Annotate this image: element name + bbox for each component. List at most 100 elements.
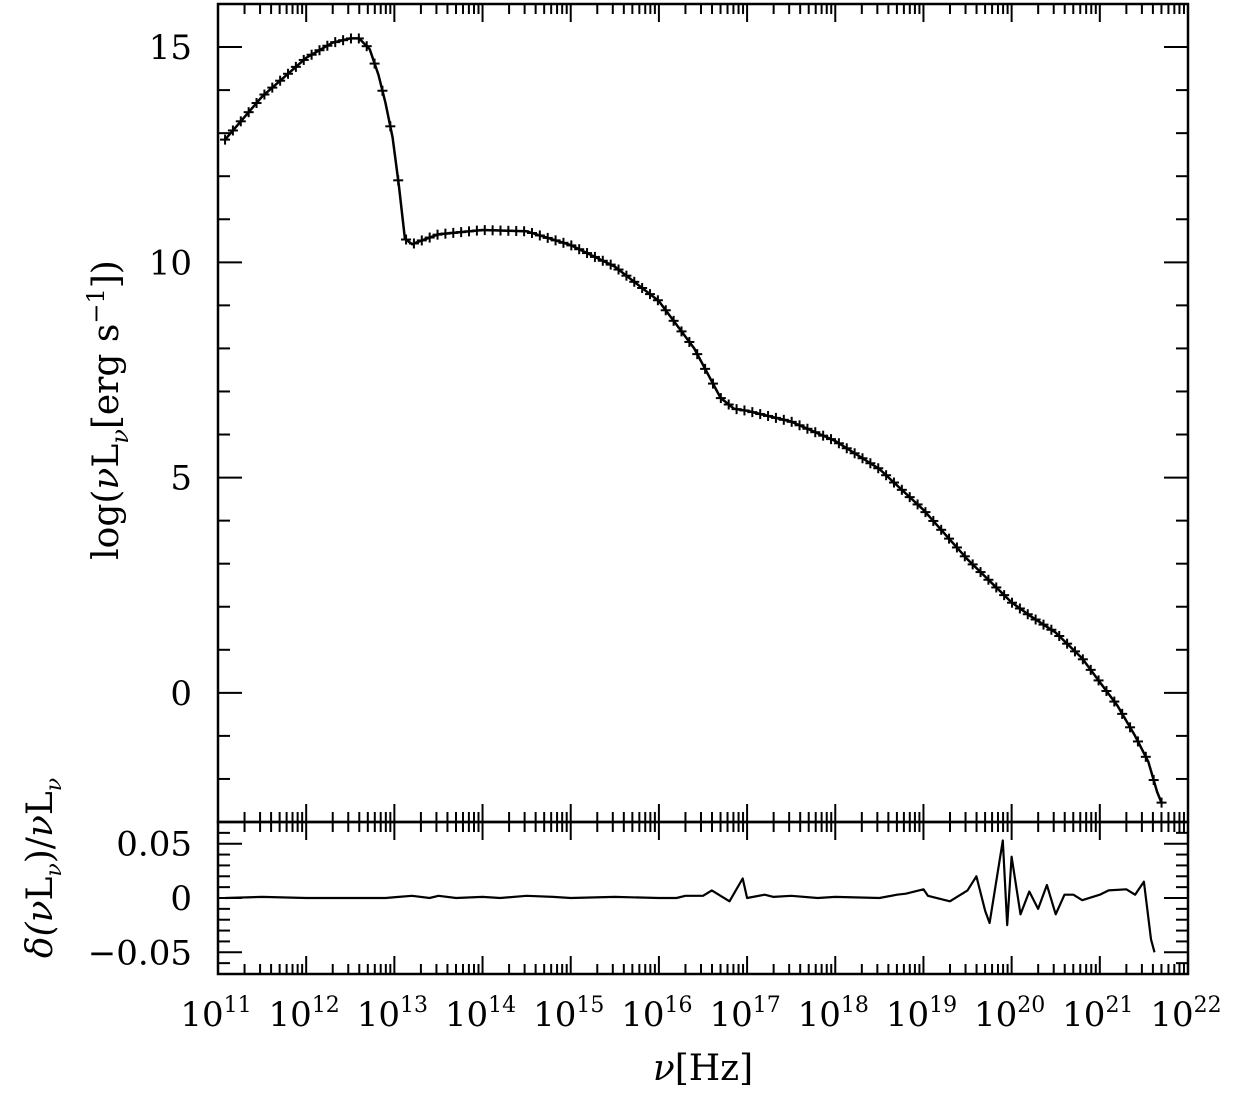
main-series-marker bbox=[526, 227, 537, 238]
main-ytick-label: 10 bbox=[149, 243, 192, 283]
main-series-marker bbox=[574, 244, 585, 255]
xtick-label: 1019 bbox=[886, 993, 957, 1035]
main-series-marker bbox=[1007, 597, 1018, 608]
main-series-marker bbox=[298, 54, 309, 65]
main-ytick-label: 5 bbox=[170, 459, 192, 499]
main-series-marker bbox=[534, 230, 545, 241]
main-series-marker bbox=[566, 240, 577, 251]
main-series-marker bbox=[810, 427, 821, 438]
main-series-marker bbox=[983, 574, 994, 585]
main-series-marker bbox=[424, 232, 435, 243]
main-series-marker bbox=[660, 305, 671, 316]
main-series-marker bbox=[377, 85, 388, 96]
main-series-marker bbox=[1062, 638, 1073, 649]
main-series-marker bbox=[275, 75, 286, 86]
main-series-marker bbox=[684, 336, 695, 347]
main-series-marker bbox=[1132, 736, 1143, 747]
main-series-marker bbox=[715, 393, 726, 404]
main-series-marker bbox=[1046, 624, 1057, 635]
main-series-marker bbox=[1109, 696, 1120, 707]
residual-ytick-label: −0.05 bbox=[88, 933, 192, 973]
main-ytick-label: 0 bbox=[170, 674, 192, 714]
residual-series-line bbox=[225, 839, 1156, 953]
main-series-marker bbox=[401, 234, 412, 245]
main-series-marker bbox=[322, 40, 333, 51]
main-series-marker bbox=[1022, 609, 1033, 620]
main-series-marker bbox=[1014, 603, 1025, 614]
main-series-marker bbox=[243, 107, 254, 118]
main-series-marker bbox=[542, 232, 553, 243]
main-series-marker bbox=[826, 434, 837, 445]
main-series-marker bbox=[959, 551, 970, 562]
main-series-marker bbox=[550, 235, 561, 246]
main-series-marker bbox=[259, 89, 270, 100]
main-series-marker bbox=[999, 590, 1010, 601]
main-series-marker bbox=[1140, 751, 1151, 762]
residual-ytick-label: 0.05 bbox=[116, 825, 192, 865]
main-series-line bbox=[224, 37, 1163, 804]
main-series-marker bbox=[290, 61, 301, 72]
main-series-marker bbox=[519, 226, 530, 237]
main-series-marker bbox=[896, 484, 907, 495]
main-ytick-label: 15 bbox=[149, 28, 192, 68]
main-series-marker bbox=[597, 255, 608, 266]
main-series-marker bbox=[747, 407, 758, 418]
main-series-marker bbox=[755, 409, 766, 420]
main-series-marker bbox=[338, 35, 349, 46]
main-series-marker bbox=[723, 399, 734, 410]
main-series-marker bbox=[967, 559, 978, 570]
main-series-marker bbox=[645, 289, 656, 300]
main-series-marker bbox=[1148, 775, 1159, 786]
main-series-marker bbox=[975, 567, 986, 578]
main-series-marker bbox=[668, 315, 679, 326]
main-series-marker bbox=[361, 41, 372, 52]
main-series-marker bbox=[912, 499, 923, 510]
main-series-marker bbox=[904, 492, 915, 503]
main-series-marker bbox=[1093, 675, 1104, 686]
main-panel: 0 5 10 15 bbox=[149, 2, 1190, 824]
main-series-marker bbox=[692, 349, 703, 360]
main-series-marker bbox=[888, 477, 899, 488]
main-series-marker bbox=[605, 259, 616, 270]
xtick-label: 1021 bbox=[1062, 993, 1133, 1035]
main-series-marker bbox=[731, 404, 742, 415]
xtick-label: 1017 bbox=[709, 993, 780, 1035]
main-series-marker bbox=[991, 582, 1002, 593]
main-series-marker bbox=[621, 270, 632, 281]
main-frame bbox=[216, 2, 1190, 824]
main-ylabel: log(νLν[erg s−1]) bbox=[82, 260, 134, 560]
main-series-marker bbox=[778, 414, 789, 425]
main-series-marker bbox=[676, 326, 687, 337]
main-series-marker bbox=[637, 282, 648, 293]
main-series-marker bbox=[786, 416, 797, 427]
main-series-marker bbox=[833, 438, 844, 449]
main-series-marker bbox=[582, 248, 593, 259]
residual-ytick-label: 0 bbox=[170, 879, 192, 919]
main-series-marker bbox=[700, 363, 711, 374]
main-series-marker bbox=[763, 410, 774, 421]
main-series-marker bbox=[589, 251, 600, 262]
xlabel: ν[Hz] bbox=[653, 1048, 753, 1089]
main-series-marker bbox=[770, 412, 781, 423]
main-series-marker bbox=[1030, 614, 1041, 625]
xtick-label: 1020 bbox=[974, 993, 1045, 1035]
main-series-marker bbox=[227, 125, 238, 136]
main-series-marker bbox=[235, 116, 246, 127]
main-series-marker bbox=[432, 229, 443, 240]
main-series-marker bbox=[865, 458, 876, 469]
main-series-marker bbox=[1125, 722, 1136, 733]
main-series-marker bbox=[353, 33, 364, 44]
xtick-label: 1015 bbox=[533, 993, 604, 1035]
xtick-label: 1018 bbox=[798, 993, 869, 1035]
main-series-marker bbox=[385, 121, 396, 132]
main-series-marker bbox=[873, 463, 884, 474]
main-series-marker bbox=[1101, 685, 1112, 696]
main-series-marker bbox=[1038, 619, 1049, 630]
main-series-marker bbox=[1054, 630, 1065, 641]
main-series-marker bbox=[841, 443, 852, 454]
xtick-label: 1016 bbox=[621, 993, 692, 1035]
main-series-marker bbox=[314, 45, 325, 56]
main-series-marker bbox=[369, 58, 380, 69]
main-series-marker bbox=[251, 98, 262, 109]
